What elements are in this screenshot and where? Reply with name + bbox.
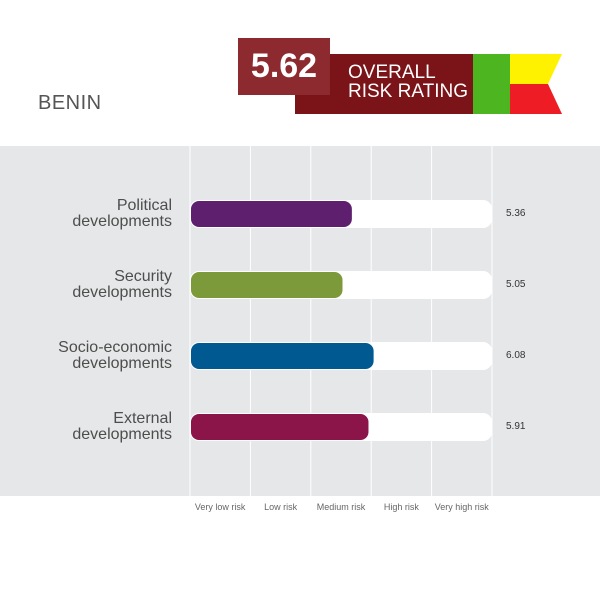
category-label: Political developments — [0, 198, 172, 230]
chart-panel — [0, 146, 600, 496]
bar-chart — [189, 146, 493, 496]
tick-label: Medium risk — [316, 502, 366, 512]
tick-label: Low risk — [264, 502, 298, 512]
category-label-line: developments — [72, 355, 172, 372]
bar — [191, 343, 374, 369]
overall-rating-label-line2: RISK RATING — [348, 81, 468, 102]
value-label: 6.08 — [506, 350, 526, 361]
flag-green-stripe — [473, 54, 510, 114]
category-label-line: developments — [72, 284, 172, 301]
flag-yellow-stripe — [510, 54, 562, 84]
category-label: Socio-economic developments — [0, 340, 172, 372]
overall-rating-label: OVERALL RISK RATING — [348, 63, 468, 101]
tick-label: Very high risk — [434, 502, 489, 512]
bar — [191, 272, 343, 298]
overall-score: 5.62 — [238, 38, 330, 95]
flag-red-stripe — [510, 84, 562, 114]
category-label-line: developments — [72, 426, 172, 443]
value-label: 5.05 — [506, 279, 526, 290]
bar — [191, 414, 369, 440]
category-label: Security developments — [0, 269, 172, 301]
tick-label: High risk — [383, 502, 419, 512]
country-title: BENIN — [38, 92, 102, 114]
tick-label: Very low risk — [194, 502, 246, 512]
bar — [191, 201, 352, 227]
category-label-line: Political — [116, 197, 172, 214]
category-label-line: Security — [114, 268, 172, 285]
category-label-line: developments — [72, 213, 172, 230]
value-label: 5.91 — [506, 421, 526, 432]
category-label-line: Socio-economic — [58, 339, 172, 356]
overall-rating-label-line1: OVERALL — [348, 62, 436, 83]
category-label: External developments — [0, 411, 172, 443]
value-label: 5.36 — [506, 208, 526, 219]
category-label-line: External — [113, 410, 172, 427]
